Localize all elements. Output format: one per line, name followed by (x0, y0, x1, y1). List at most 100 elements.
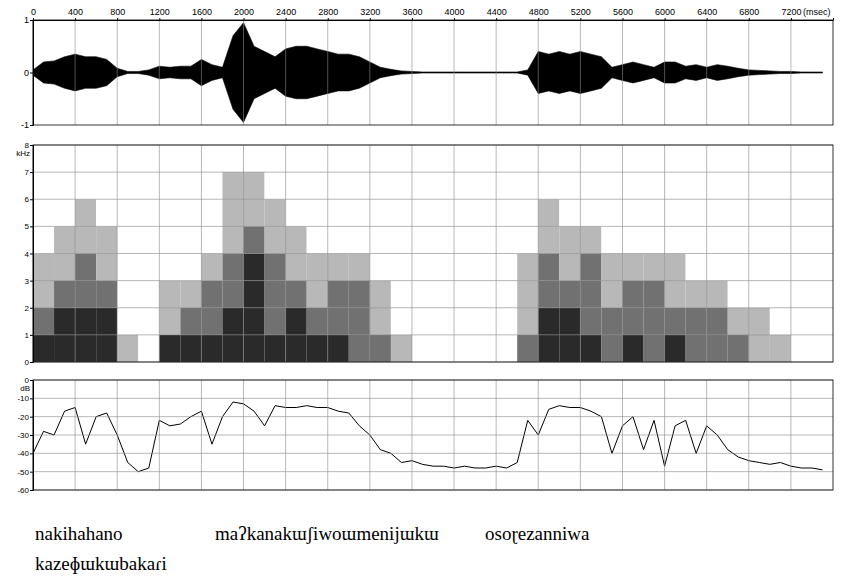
spectrogram-cell (33, 145, 54, 172)
spectrogram-cell (54, 199, 75, 226)
spectrogram-cell (328, 335, 349, 362)
spectrogram-cell (96, 226, 117, 253)
spectrogram-cell (286, 172, 307, 199)
spectrogram-cell (707, 281, 728, 308)
spectrogram-cell (54, 226, 75, 253)
frame (33, 380, 833, 490)
spectrogram-cell (686, 335, 707, 362)
spectrogram-cell (749, 226, 770, 253)
tick: 3200 (360, 7, 380, 20)
spectrogram-cell (454, 281, 475, 308)
spectrogram-cell (75, 308, 96, 335)
spectrogram-cell (75, 145, 96, 172)
spectrogram-cell (622, 226, 643, 253)
tick-mark (496, 18, 497, 20)
spectrogram-cell (601, 199, 622, 226)
spectrogram-cell (180, 145, 201, 172)
grid-line (706, 20, 707, 125)
spectrogram-cell (222, 335, 243, 362)
tick-mark (791, 18, 792, 20)
spectrogram-cell (749, 172, 770, 199)
spectrogram-cell (686, 199, 707, 226)
tick: 2000 (234, 7, 254, 20)
spectrogram-cell (201, 335, 222, 362)
panel: -60-50-40-30-20-100dB (17, 376, 833, 495)
spectrogram-cell (812, 308, 833, 335)
spectrogram-cell (812, 226, 833, 253)
grid (33, 20, 791, 125)
spectrogram-cell (749, 145, 770, 172)
grid-line (201, 20, 202, 125)
grid (33, 145, 833, 362)
tick: 5600 (613, 7, 633, 20)
spectrogram-cell (580, 335, 601, 362)
transcription-text: kazeɸɯkɯbakaɾi (35, 553, 167, 574)
grid-line (580, 20, 581, 125)
spectrogram-cell (244, 199, 265, 226)
tick-mark (30, 226, 33, 227)
spectrogram-cell (601, 308, 622, 335)
spectrogram-cell (75, 281, 96, 308)
spectrogram-cell (222, 226, 243, 253)
spectrogram-cell (580, 172, 601, 199)
tick: 5 (25, 222, 33, 231)
tick: 2400 (276, 7, 296, 20)
spectrogram-cell (54, 281, 75, 308)
spectrogram-cell (728, 254, 749, 281)
spectrogram-cell (728, 335, 749, 362)
tick-mark (75, 18, 76, 20)
grid (33, 380, 833, 490)
spectrogram-cell (159, 281, 180, 308)
spectrogram-cell (328, 145, 349, 172)
spectrogram-cell (286, 226, 307, 253)
tick-label: 1600 (192, 7, 212, 17)
spectrogram-cell (391, 199, 412, 226)
tick: 0 (25, 358, 33, 367)
spectrogram-cell (580, 199, 601, 226)
tick: 6800 (739, 7, 759, 20)
spectrogram-cell (475, 254, 496, 281)
spectrogram-cell (580, 226, 601, 253)
tick-mark (538, 18, 539, 20)
tick-mark (30, 335, 33, 336)
tick: 6000 (655, 7, 675, 20)
tick: 6400 (697, 7, 717, 20)
tick-label: 1 (25, 331, 30, 340)
spectrogram-cell (517, 335, 538, 362)
spectrogram-cell (644, 254, 665, 281)
spectrogram-cell (391, 254, 412, 281)
spectrogram-cell (644, 172, 665, 199)
tick-mark (286, 18, 287, 20)
grid-line (33, 253, 833, 254)
spectrogram-cell (201, 172, 222, 199)
tick-mark (665, 18, 666, 20)
tick: 4400 (487, 7, 507, 20)
spectrogram-cell (749, 254, 770, 281)
grid-line (748, 20, 749, 125)
tick-label: 7200 (781, 7, 801, 17)
spectrogram-cell (391, 172, 412, 199)
spectrogram-cell (644, 226, 665, 253)
spectrogram-cell (622, 335, 643, 362)
spectrogram-cell (791, 335, 812, 362)
figure: -101040080012001600200024002800320036004… (0, 0, 846, 579)
spectrogram-cell (475, 145, 496, 172)
spectrogram-cell (328, 226, 349, 253)
tick: 4 (25, 250, 33, 259)
tick-mark (201, 18, 202, 20)
spectrogram-cell (180, 308, 201, 335)
tick: 5200 (571, 7, 591, 20)
tick: 4800 (529, 7, 549, 20)
spectrogram-cell (665, 335, 686, 362)
tick: -50 (17, 468, 33, 477)
spectrogram-cell (812, 145, 833, 172)
grid-line (285, 20, 286, 125)
spectrogram-cell (138, 335, 159, 362)
spectrogram-cell (33, 226, 54, 253)
spectrogram-cell (117, 145, 138, 172)
spectrogram-cell (559, 308, 580, 335)
spectrogram-cell (496, 145, 517, 172)
spectrogram-cell (370, 172, 391, 199)
spectrogram-cell (391, 335, 412, 362)
spectrogram-cell (770, 172, 791, 199)
